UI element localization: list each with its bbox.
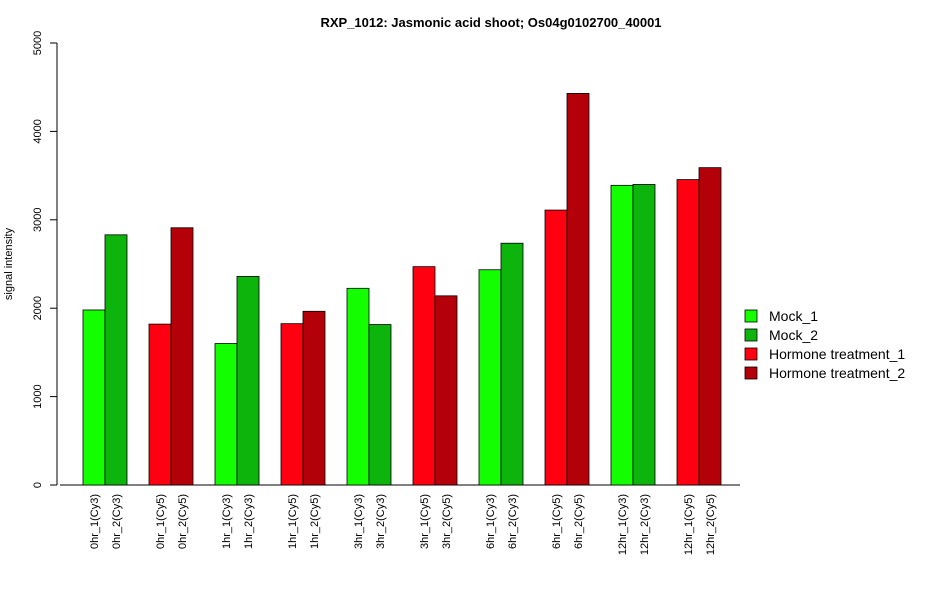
x-tick-label: 3hr_1(Cy5) xyxy=(419,494,431,549)
legend-label: Mock_2 xyxy=(769,327,818,343)
x-tick-label: 3hr_2(Cy5) xyxy=(441,494,453,549)
bar xyxy=(104,234,128,486)
x-tick-label: 3hr_1(Cy3) xyxy=(353,494,365,549)
x-tick-label: 6hr_2(Cy3) xyxy=(507,494,519,549)
bar xyxy=(676,179,700,486)
legend-swatch xyxy=(744,328,758,342)
legend: Mock_1 Mock_2 Hormone treatment_1 Hormone t… xyxy=(744,308,905,381)
bar xyxy=(500,242,524,486)
bar xyxy=(698,167,722,486)
y-tick-label: 0 xyxy=(32,482,44,488)
x-tick-label: 0hr_2(Cy5) xyxy=(177,494,189,549)
legend-swatch xyxy=(744,366,758,380)
bar xyxy=(412,266,436,486)
x-tick-label: 6hr_1(Cy3) xyxy=(485,494,497,549)
x-tick-label: 12hr_2(Cy5) xyxy=(705,494,717,555)
bar xyxy=(368,324,392,486)
x-tick-label: 6hr_1(Cy5) xyxy=(551,494,563,549)
x-tick-label: 0hr_2(Cy3) xyxy=(111,494,123,549)
y-tick-label: 3000 xyxy=(32,208,44,232)
bar xyxy=(280,323,304,486)
x-tick-label: 0hr_1(Cy3) xyxy=(89,494,101,549)
bar xyxy=(346,287,370,486)
y-axis: 0 1000 2000 3000 4000 5000 xyxy=(32,31,58,488)
y-axis-label: signal intensity xyxy=(3,227,15,300)
x-tick-label: 12hr_1(Cy3) xyxy=(617,494,629,555)
bar xyxy=(478,269,502,486)
bar xyxy=(170,227,194,486)
legend-label: Hormone treatment_1 xyxy=(769,346,905,362)
x-tick-label: 0hr_1(Cy5) xyxy=(155,494,167,549)
bar xyxy=(544,209,568,486)
bar xyxy=(214,343,238,486)
bar xyxy=(82,309,106,486)
x-tick-label: 3hr_2(Cy3) xyxy=(375,494,387,549)
bar xyxy=(566,92,590,486)
bar xyxy=(148,323,172,486)
y-tick-label: 4000 xyxy=(32,119,44,143)
bar xyxy=(434,295,458,486)
x-tick-label: 1hr_1(Cy5) xyxy=(287,494,299,549)
bar xyxy=(632,184,656,486)
y-tick-label: 1000 xyxy=(32,384,44,408)
x-tick-label: 1hr_2(Cy5) xyxy=(309,494,321,549)
x-tick-label: 12hr_2(Cy3) xyxy=(639,494,651,555)
bars-group xyxy=(60,92,740,486)
x-tick-labels: 0hr_1(Cy3) 0hr_2(Cy3) 0hr_1(Cy5) 0hr_2(Cy5)… xyxy=(89,494,717,555)
legend-swatch xyxy=(744,347,758,361)
bar xyxy=(302,310,326,486)
chart-title: RXP_1012: Jasmonic acid shoot; Os04g0102… xyxy=(320,15,661,30)
y-tick-label: 2000 xyxy=(32,296,44,320)
legend-label: Mock_1 xyxy=(769,308,818,324)
legend-swatch xyxy=(744,309,758,323)
y-tick-label: 5000 xyxy=(32,31,44,55)
x-tick-label: 1hr_2(Cy3) xyxy=(243,494,255,549)
legend-label: Hormone treatment_2 xyxy=(769,365,905,381)
bar xyxy=(610,184,634,486)
bar xyxy=(236,275,260,486)
x-tick-label: 1hr_1(Cy3) xyxy=(221,494,233,549)
x-tick-label: 12hr_1(Cy5) xyxy=(683,494,695,555)
x-tick-label: 6hr_2(Cy5) xyxy=(573,494,585,549)
